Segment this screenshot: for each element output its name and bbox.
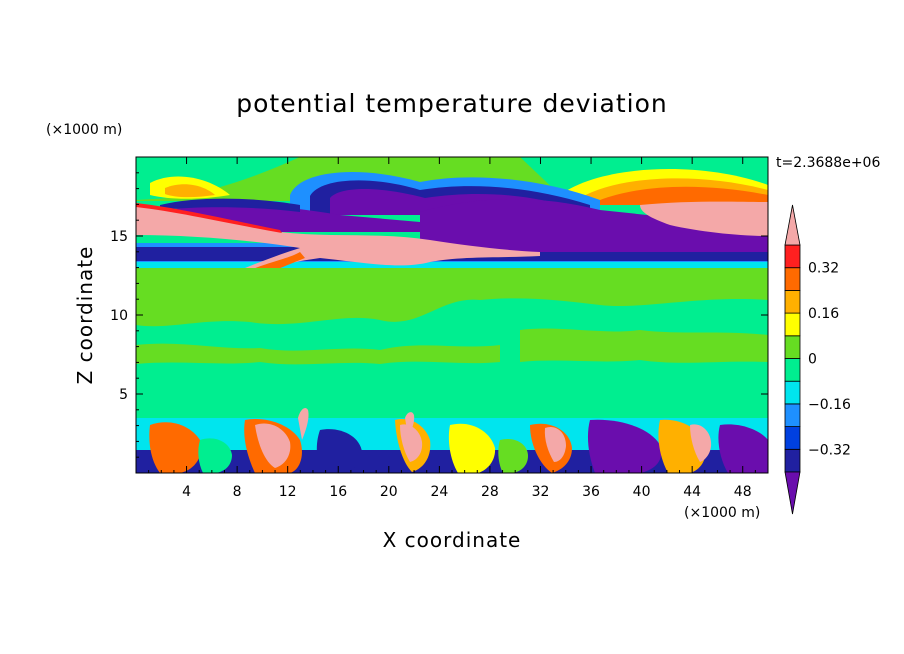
time-label: t=2.3688e+06 bbox=[776, 155, 880, 171]
colorbar-tick-label: 0.16 bbox=[808, 306, 839, 322]
x-tick-label: 28 bbox=[481, 484, 499, 500]
pink-band-main bbox=[136, 205, 540, 275]
colorbar-bin bbox=[784, 335, 801, 359]
colorbar: 0.32 0.16 0 −0.16 −0.32 bbox=[784, 204, 851, 515]
colorbar-extend-low bbox=[784, 471, 801, 515]
lower-cold-1 bbox=[587, 419, 662, 473]
plume-2 bbox=[405, 412, 415, 436]
lower-pink-2 bbox=[400, 424, 423, 462]
x-unit-label: (×1000 m) bbox=[684, 505, 760, 521]
x-tick-label: 44 bbox=[683, 484, 701, 500]
colorbar-bin bbox=[784, 244, 801, 269]
lower-pink-1 bbox=[255, 423, 291, 468]
plume-1 bbox=[298, 407, 309, 440]
chart-title: potential temperature deviation bbox=[236, 89, 667, 118]
lower-warm-4 bbox=[448, 423, 496, 473]
colorbar-bin bbox=[784, 289, 801, 314]
x-tick-label: 40 bbox=[633, 484, 651, 500]
y-unit-label: (×1000 m) bbox=[46, 122, 122, 138]
x-axis-ticks: 4 8 12 16 20 24 28 32 36 40 44 48 bbox=[148, 157, 756, 500]
colorbar-extend-high bbox=[784, 204, 801, 246]
heatmap-field bbox=[136, 157, 768, 473]
y-tick-label: 10 bbox=[110, 308, 128, 324]
cyan-strip bbox=[136, 262, 768, 268]
colorbar-tick-label: 0 bbox=[808, 352, 817, 368]
lower-green-1 bbox=[198, 438, 232, 473]
pink-band-right bbox=[640, 201, 768, 236]
colorbar-bin bbox=[784, 448, 801, 473]
purple-zone-right bbox=[420, 198, 768, 246]
red-edge-band bbox=[136, 203, 282, 233]
x-tick-label: 20 bbox=[380, 484, 398, 500]
lower-green-2 bbox=[498, 438, 528, 473]
x-tick-label: 48 bbox=[734, 484, 752, 500]
cold-band-purple bbox=[420, 244, 768, 252]
x-tick-label: 4 bbox=[182, 484, 191, 500]
x-tick-label: 24 bbox=[430, 484, 448, 500]
colorbar-tick-label: −0.16 bbox=[808, 397, 851, 413]
colorbar-bin bbox=[784, 380, 801, 405]
lower-cold-2 bbox=[718, 424, 768, 473]
colorbar-bin bbox=[784, 267, 801, 291]
lower-cold-3 bbox=[316, 429, 362, 473]
blue-zone-left bbox=[160, 198, 300, 212]
colorbar-tick-label: −0.32 bbox=[808, 442, 851, 458]
colorbar-bin bbox=[784, 312, 801, 337]
mid-green-region bbox=[136, 268, 768, 327]
y-tick-label: 5 bbox=[119, 387, 128, 403]
colorbar-bin bbox=[784, 403, 801, 427]
warm-blob-right-3 bbox=[600, 186, 768, 205]
colorbar-tick-label: 0.32 bbox=[808, 261, 839, 277]
lower-warm-1 bbox=[149, 422, 202, 473]
x-tick-label: 8 bbox=[233, 484, 242, 500]
y-axis-ticks: 5 10 15 bbox=[110, 172, 768, 458]
lower-pink-4 bbox=[690, 424, 712, 462]
x-tick-label: 32 bbox=[532, 484, 550, 500]
x-tick-label: 36 bbox=[582, 484, 600, 500]
colorbar-bin bbox=[784, 358, 801, 382]
lower-pink-3 bbox=[544, 426, 566, 462]
warm-blob-left-core bbox=[165, 184, 215, 198]
y-tick-label: 15 bbox=[110, 229, 128, 245]
y-axis-label: Z coordinate bbox=[73, 246, 97, 385]
colorbar-bin bbox=[784, 426, 801, 450]
mid-green-patch-2 bbox=[520, 328, 768, 363]
x-axis-label: X coordinate bbox=[383, 528, 522, 552]
x-tick-label: 12 bbox=[279, 484, 297, 500]
x-tick-label: 16 bbox=[329, 484, 347, 500]
mid-green-patch-1 bbox=[136, 343, 500, 365]
